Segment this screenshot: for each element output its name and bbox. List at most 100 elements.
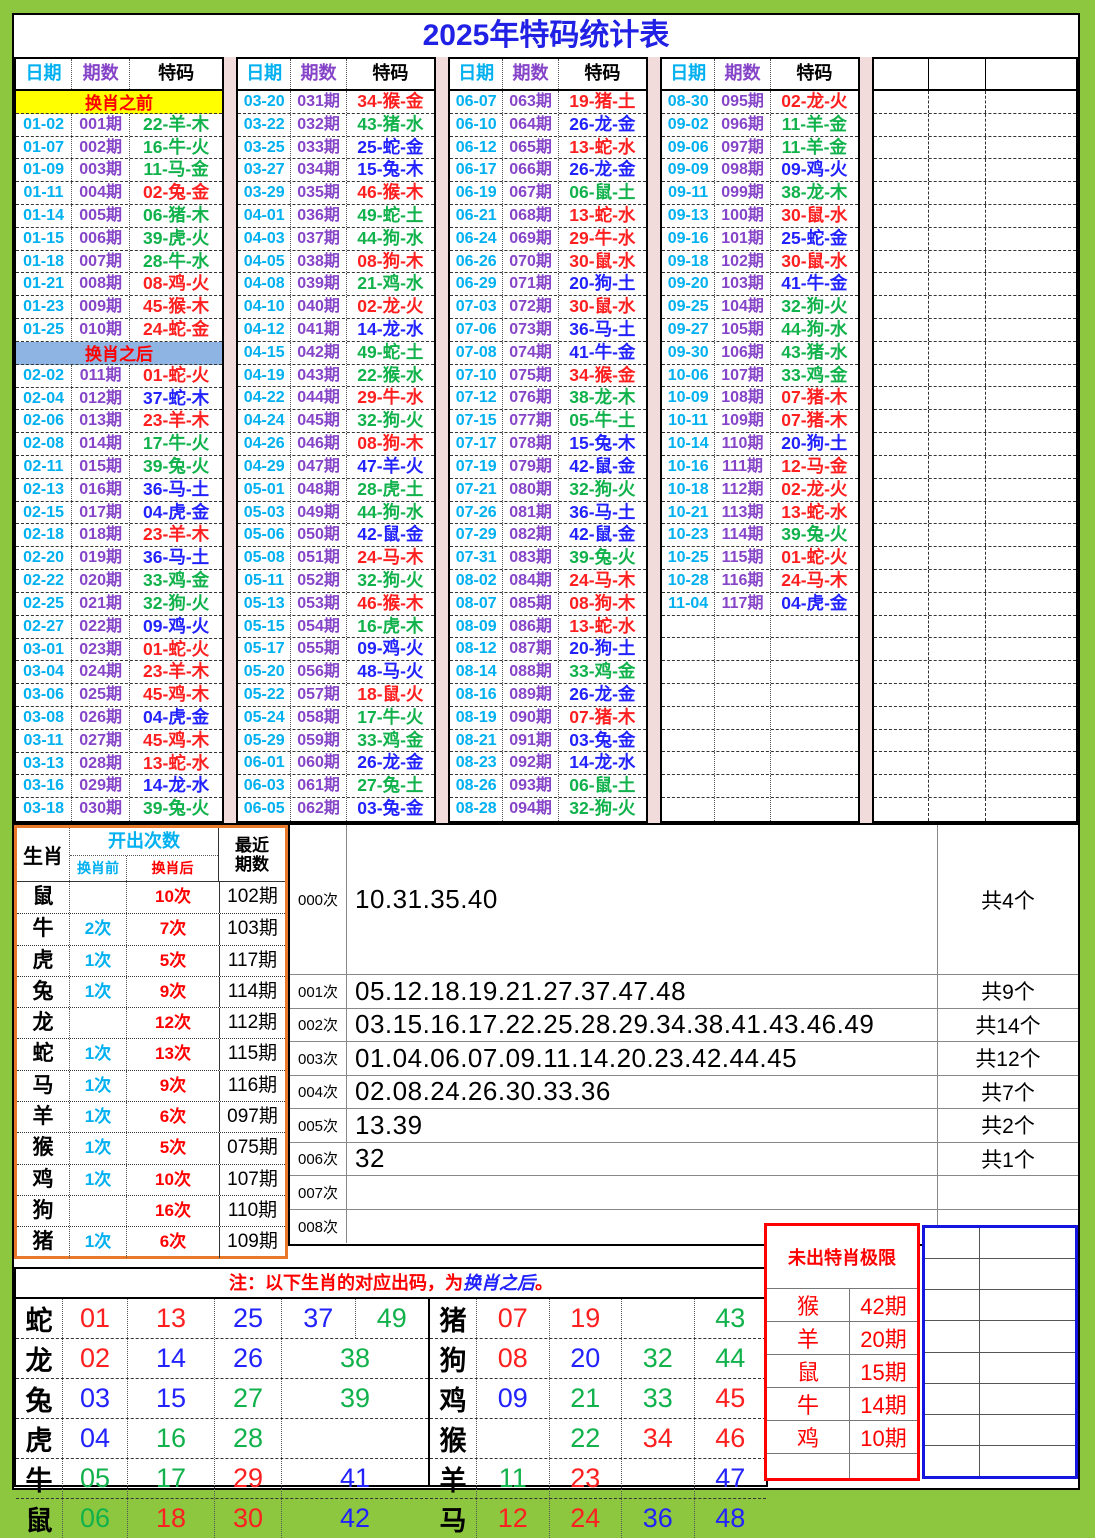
draw-row: 03-11 027期 45-鸡-木 — [16, 729, 222, 753]
draw-row: 02-15 017期 04-虎-金 — [16, 501, 222, 525]
draw-row: 08-19 090期 07-猪-木 — [450, 706, 646, 730]
draw-row: 01-09 003期 11-马-金 — [16, 159, 222, 183]
draw-date: 08-02 — [455, 571, 497, 589]
draw-period: 077期 — [502, 410, 557, 433]
draw-period: 021期 — [71, 592, 129, 615]
column-separator — [648, 57, 660, 823]
draw-row: 08-30 095期 02-龙-火 — [662, 90, 858, 114]
draw-code: 39-兔-火 — [129, 456, 222, 478]
draw-date: 08-26 — [455, 777, 497, 795]
empty-grid-cell — [980, 1290, 1075, 1320]
draw-code: 33-鸡-金 — [557, 661, 646, 684]
draw-row: 04-01 036期 49-蛇-土 — [238, 204, 434, 228]
frequency-numbers: 02.08.24.26.30.33.36 — [355, 1076, 611, 1107]
empty-row — [874, 729, 1076, 753]
draw-row: 09-06 097期 11-羊-金 — [662, 136, 858, 160]
draw-row: 05-13 053期 46-猴-木 — [238, 592, 434, 616]
draw-code: 34-猴-金 — [345, 90, 434, 113]
number-cell: 17 — [127, 1459, 214, 1498]
draw-period: 009期 — [71, 296, 129, 319]
draw-code: 32-狗-火 — [129, 592, 222, 615]
empty-cell — [985, 387, 1076, 410]
draw-period: 075期 — [502, 364, 557, 387]
empty-cell — [985, 638, 1076, 661]
draw-date: 05-11 — [244, 571, 285, 589]
draw-code — [769, 638, 858, 661]
draw-code: 04-虎-金 — [769, 592, 858, 615]
draw-row: 03-01 023期 01-蛇-火 — [16, 638, 222, 662]
draw-row: 08-07 085期 08-狗-木 — [450, 592, 646, 616]
draw-code: 05-牛-土 — [557, 410, 646, 433]
empty-cell — [928, 204, 985, 227]
draw-period: 068期 — [502, 204, 557, 227]
recent-period: 110期 — [219, 1195, 285, 1227]
empty-cell — [928, 136, 985, 159]
empty-cell — [874, 684, 928, 706]
empty-cell — [985, 547, 1076, 569]
frequency-count: 共4个 — [937, 825, 1078, 974]
note-prefix: 注：以下生肖的对应出码，为 — [229, 1273, 463, 1293]
draw-period: 059期 — [290, 729, 345, 752]
draw-code: 22-猴-水 — [345, 364, 434, 387]
draw-history-tables: 日期 期数 特码 换肖之前 01-02 001期 22-羊-木 01-07 002期 16-牛-火… — [14, 57, 1078, 823]
draw-code: 19-猪-土 — [557, 90, 646, 113]
empty-grid-cell — [980, 1353, 1075, 1383]
header-date: 日期 — [246, 63, 283, 83]
empty-cell — [874, 570, 928, 592]
draw-code: 14-龙-水 — [345, 319, 434, 341]
limit-zodiac: 鸡 — [767, 1421, 850, 1453]
empty-grid-cell — [980, 1384, 1075, 1414]
zodiac-stat-row: 鸡 1次 10次 107期 — [17, 1163, 285, 1195]
draw-period — [714, 729, 769, 752]
draw-row: 07-17 078期 15-兔-木 — [450, 433, 646, 456]
draw-period: 006期 — [71, 227, 129, 250]
draw-period: 054期 — [290, 615, 345, 638]
header-before-change: 换肖前 — [77, 860, 119, 876]
empty-grid-cell — [980, 1446, 1075, 1476]
draw-period: 112期 — [714, 478, 769, 501]
count-after-change: 13次 — [126, 1039, 219, 1070]
limit-period-count: 42期 — [860, 1294, 907, 1319]
count-before-change: 1次 — [84, 950, 112, 970]
draw-row: 01-21 008期 08-鸡-火 — [16, 273, 222, 297]
empty-cell — [928, 501, 985, 524]
frequency-label: 000次 — [290, 825, 347, 974]
number-cell: 09 — [497, 1383, 528, 1413]
draw-code: 07-猪-木 — [769, 410, 858, 433]
zodiac-number-row: 鸡 09 21 33 45 — [430, 1378, 766, 1418]
empty-grid-cell — [980, 1321, 1075, 1351]
draw-row: 08-26 093期 06-鼠-土 — [450, 775, 646, 799]
draw-code: 44-狗-水 — [345, 501, 434, 524]
frequency-count: 共7个 — [937, 1075, 1078, 1108]
draw-row: 02-02 011期 01-蛇-火 — [16, 364, 222, 388]
limit-zodiac: 牛 — [767, 1388, 850, 1420]
draw-period: 061期 — [290, 775, 345, 798]
frequency-row: 004次 02.08.24.26.30.33.36 共7个 — [290, 1075, 1078, 1109]
draw-date: 06-19 — [455, 184, 497, 202]
draw-period: 102期 — [714, 250, 769, 273]
number-cell: 23 — [548, 1459, 622, 1498]
frequency-row: 006次 32 共1个 — [290, 1142, 1078, 1176]
empty-cell — [874, 273, 928, 295]
empty-row — [874, 706, 1076, 730]
draw-period: 088期 — [502, 661, 557, 684]
draw-code: 22-羊-木 — [129, 113, 222, 136]
draw-row: 09-13 100期 30-鼠-水 — [662, 204, 858, 228]
empty-row — [874, 501, 1076, 525]
recent-period: 075期 — [219, 1133, 285, 1164]
draw-row: 07-08 074期 41-牛-金 — [450, 341, 646, 365]
draw-period: 114期 — [714, 524, 769, 547]
zodiac-name: 虎 — [16, 1419, 63, 1458]
empty-cell — [874, 547, 928, 569]
draw-row: 08-16 089期 26-龙-金 — [450, 684, 646, 707]
draw-date: 08-19 — [455, 708, 497, 726]
empty-cell — [985, 410, 1076, 433]
draw-date: 09-30 — [667, 343, 709, 361]
empty-cell — [985, 341, 1076, 364]
empty-row — [874, 638, 1076, 662]
draw-date: 01-11 — [23, 184, 64, 202]
empty-cell — [985, 319, 1076, 341]
empty-cell — [928, 592, 985, 615]
draw-date: 03-04 — [23, 663, 64, 681]
count-before-change: 1次 — [84, 1075, 112, 1095]
